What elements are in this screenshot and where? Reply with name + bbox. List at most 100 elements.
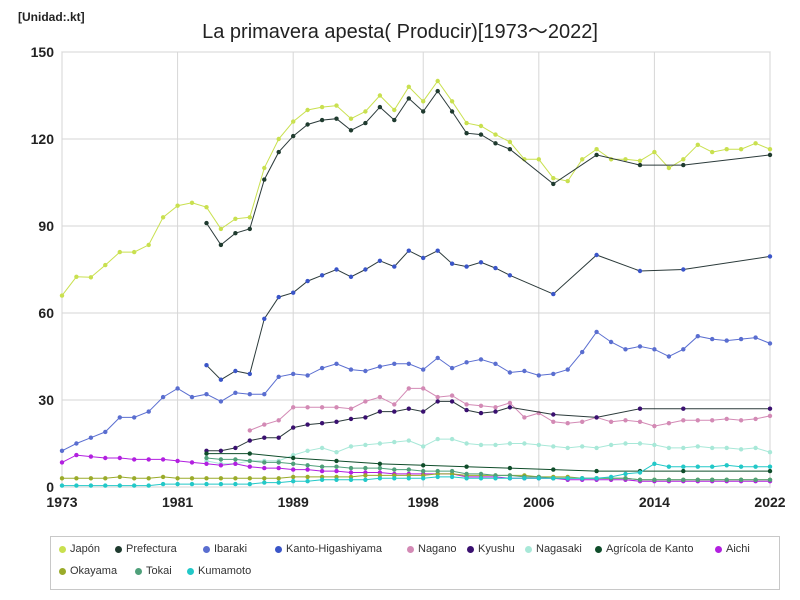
data-point — [710, 445, 715, 451]
data-point — [507, 405, 513, 410]
legend-label: Okayama — [70, 565, 118, 577]
data-point — [204, 481, 209, 487]
data-point — [608, 339, 614, 345]
data-point — [464, 476, 469, 481]
data-point — [103, 262, 108, 268]
data-point — [291, 455, 296, 461]
data-point — [291, 474, 296, 480]
series-line — [62, 473, 770, 481]
data-point — [637, 406, 643, 411]
data-point — [464, 264, 469, 269]
data-point — [478, 476, 484, 481]
data-point — [218, 448, 224, 453]
data-point — [59, 483, 65, 488]
data-point — [319, 405, 325, 410]
data-point — [160, 394, 166, 400]
data-point — [421, 409, 426, 414]
data-point — [305, 422, 310, 427]
data-point — [319, 468, 325, 474]
data-point — [594, 468, 599, 474]
data-point — [305, 463, 310, 468]
data-point — [724, 445, 729, 451]
data-point — [175, 481, 180, 487]
data-point — [580, 444, 585, 449]
data-point — [666, 354, 672, 359]
data-point — [291, 371, 296, 377]
data-point — [319, 104, 325, 110]
data-point — [132, 249, 137, 255]
data-point — [218, 242, 224, 248]
data-point — [363, 477, 368, 482]
data-point — [233, 445, 238, 451]
data-point — [262, 165, 267, 171]
data-point — [464, 441, 469, 446]
data-point — [334, 468, 339, 474]
data-point — [319, 464, 325, 469]
data-point — [594, 415, 599, 420]
data-point — [305, 278, 310, 284]
legend-label: Tokai — [146, 565, 172, 577]
data-point — [334, 458, 339, 464]
data-point — [276, 476, 281, 481]
data-point — [767, 477, 773, 482]
data-point — [334, 477, 339, 482]
data-point — [348, 406, 354, 411]
data-point — [103, 476, 108, 481]
series-kanto-higashiyama — [204, 248, 773, 382]
legend-label: Kyushu — [478, 543, 515, 555]
data-point — [507, 465, 513, 471]
series-line — [206, 90, 771, 246]
data-point — [695, 464, 700, 469]
data-point — [565, 421, 570, 426]
data-point — [363, 415, 368, 420]
data-point — [160, 481, 166, 487]
data-point — [522, 441, 527, 446]
data-point — [276, 480, 281, 485]
axis-layer: 0 30 60 90 120 150 1973 1981 1989 1998 2006 2014 202… — [31, 44, 786, 510]
data-point — [449, 393, 455, 398]
data-point — [392, 264, 397, 269]
series-nagasaki — [204, 436, 773, 466]
legend-item: Prefectura — [115, 543, 177, 555]
data-point — [363, 442, 368, 448]
data-point — [608, 419, 614, 424]
data-point — [305, 107, 310, 113]
data-point — [536, 442, 541, 448]
data-point — [753, 477, 758, 482]
data-point — [637, 268, 643, 274]
data-point — [580, 349, 585, 355]
data-point — [551, 412, 556, 417]
data-point — [522, 415, 527, 420]
data-point — [767, 152, 773, 158]
legend-swatch — [595, 545, 602, 553]
data-point — [291, 461, 296, 466]
legend-label: Nagano — [418, 543, 457, 555]
data-point — [160, 215, 166, 220]
data-point — [319, 445, 325, 451]
x-tick-label: 1973 — [46, 494, 77, 510]
chart-title: La primavera apesta( Producir)[1973～2022… — [202, 21, 598, 43]
data-point — [406, 96, 411, 101]
data-point — [204, 205, 209, 210]
data-point — [392, 476, 397, 481]
data-point — [305, 474, 310, 480]
data-point — [710, 149, 715, 155]
data-point — [478, 132, 484, 137]
series-kyushu — [204, 399, 773, 453]
data-point — [363, 109, 368, 114]
data-point — [74, 483, 79, 488]
data-point — [247, 371, 252, 377]
data-point — [247, 226, 252, 232]
data-point — [377, 258, 383, 263]
data-point — [262, 480, 267, 485]
data-point — [59, 448, 65, 453]
data-point — [623, 347, 628, 352]
data-point — [74, 452, 79, 458]
data-point — [334, 116, 339, 121]
data-point — [204, 461, 209, 466]
data-point — [493, 141, 498, 146]
data-point — [551, 476, 556, 481]
data-point — [421, 468, 426, 474]
legend-swatch — [715, 545, 722, 553]
data-point — [435, 355, 440, 361]
